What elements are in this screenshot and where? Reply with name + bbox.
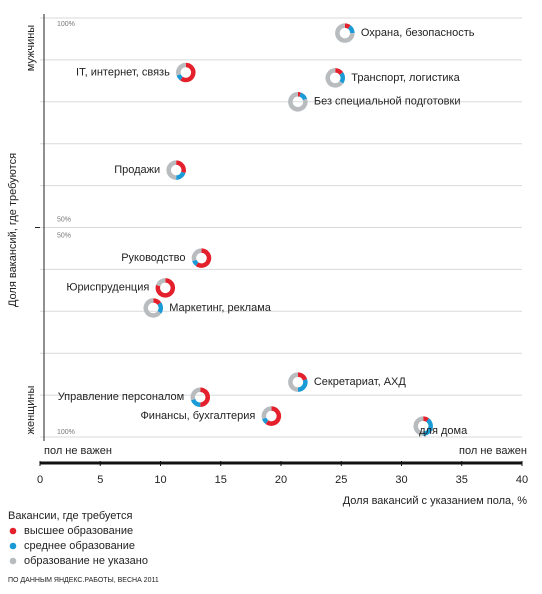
- point-label: Управление персоналом: [58, 391, 185, 403]
- legend-swatch: [9, 527, 17, 535]
- x-end-label: пол не важен: [44, 445, 112, 457]
- donut-segment: [288, 372, 299, 392]
- donut-segment: [265, 406, 282, 426]
- donut-segment: [297, 372, 308, 381]
- point-label: Маркетинг, реклама: [169, 302, 272, 314]
- donut-segment: [190, 387, 201, 401]
- x-end-label: пол не важен: [459, 445, 527, 457]
- x-tick-label: 25: [335, 474, 347, 486]
- donut-segment: [335, 23, 355, 43]
- point-label: Секретариат, АХД: [314, 376, 407, 388]
- donut-segment: [297, 379, 308, 392]
- donut-marker: [325, 68, 345, 88]
- donut-marker: [335, 23, 355, 43]
- x-tick-label: 40: [516, 474, 528, 486]
- donut-marker: [176, 62, 196, 83]
- point-label: для дома: [419, 425, 468, 437]
- donut-segment: [339, 72, 345, 84]
- donut-segment: [176, 62, 187, 76]
- donut-segment: [262, 417, 269, 424]
- donut-segment: [334, 68, 344, 76]
- y-bottom-label: женщины: [25, 386, 37, 435]
- point-label: IT, интернет, связь: [76, 66, 170, 78]
- x-tick-label: 15: [215, 474, 227, 486]
- point-label: Охрана, безопасность: [361, 27, 475, 39]
- source: ПО ДАННЫМ ЯНДЕКС.РАБОТЫ, ВЕСНА 2011: [8, 577, 159, 584]
- legend-label: высшее образование: [24, 525, 133, 537]
- donut-segment: [175, 171, 186, 180]
- donut-segment: [413, 416, 424, 436]
- donut-segment: [155, 278, 176, 298]
- donut-marker: [155, 278, 176, 298]
- y-tick-label: 100%: [57, 429, 75, 436]
- point-label: Юриспруденция: [66, 282, 149, 294]
- donut-segment: [288, 92, 308, 112]
- donut-marker: [191, 248, 212, 268]
- y-tick-label: 50%: [57, 216, 71, 223]
- legend-title: Вакансии, где требуется: [8, 510, 132, 522]
- donut-marker: [288, 92, 308, 112]
- y-tick-label: 50%: [57, 232, 71, 239]
- donut-segment: [190, 398, 201, 407]
- legend-label: среднее образование: [24, 540, 135, 552]
- point-label: Руководство: [121, 252, 185, 264]
- y-axis-label: Доля вакансий, где требуются: [7, 153, 19, 307]
- point-label: Транспорт, логистика: [351, 72, 460, 84]
- donut-segment: [261, 406, 272, 420]
- donut-segment: [175, 160, 186, 174]
- donut-segment: [195, 248, 212, 268]
- x-tick-label: 35: [456, 474, 468, 486]
- donut-segment: [191, 248, 202, 262]
- donut-segment: [143, 298, 162, 318]
- point-label: Финансы, бухгалтерия: [140, 410, 255, 422]
- x-tick-label: 5: [97, 474, 103, 486]
- donut-segment: [180, 62, 196, 83]
- donut-marker: [166, 160, 186, 180]
- point-label: Продажи: [114, 164, 160, 176]
- donut-marker: [190, 387, 210, 407]
- x-axis-label: Доля вакансий с указанием пола, %: [343, 495, 528, 507]
- donut-segment: [423, 416, 429, 422]
- donut-segment: [176, 73, 183, 81]
- y-top-label: мужчины: [25, 25, 37, 71]
- donut-marker: [143, 298, 163, 318]
- donut-segment: [347, 25, 355, 34]
- y-tick-label: 100%: [57, 21, 75, 28]
- donut-segment: [192, 259, 199, 266]
- donut-segment: [199, 387, 210, 407]
- donut-segment: [325, 68, 344, 88]
- donut-segment: [344, 23, 351, 29]
- x-tick-label: 30: [395, 474, 407, 486]
- donut-segment: [299, 92, 308, 101]
- x-tick-label: 10: [154, 474, 166, 486]
- legend-swatch: [9, 542, 17, 550]
- legend-swatch: [9, 557, 17, 565]
- donut-segment: [166, 160, 177, 180]
- x-tick-label: 20: [275, 474, 287, 486]
- legend-label: образование не указано: [24, 555, 148, 567]
- donut-segment: [422, 418, 433, 436]
- donut-marker: [288, 372, 308, 392]
- x-tick-label: 0: [37, 474, 43, 486]
- donut-segment: [157, 302, 163, 314]
- donut-segment: [153, 298, 162, 306]
- donut-marker: [413, 416, 433, 436]
- donut-segment: [156, 278, 166, 287]
- donut-marker: [261, 406, 282, 426]
- point-label: Без специальной подготовки: [314, 96, 461, 108]
